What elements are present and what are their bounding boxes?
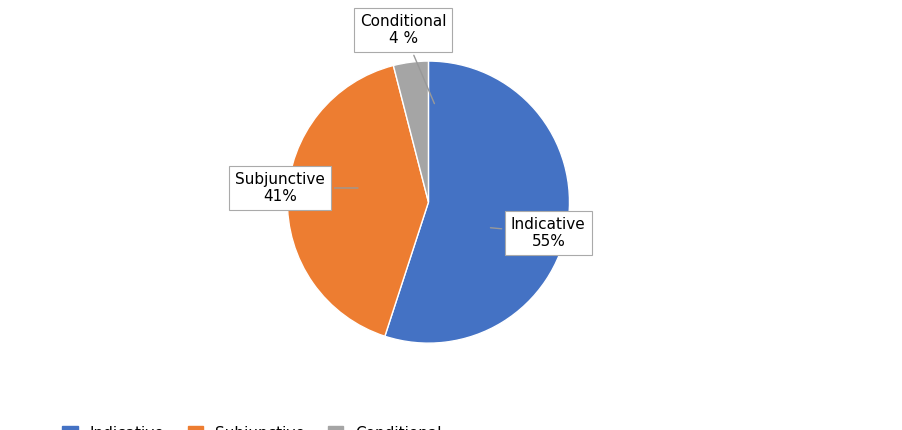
Wedge shape — [393, 61, 428, 202]
Text: Subjunctive
41%: Subjunctive 41% — [235, 172, 358, 204]
Wedge shape — [288, 65, 428, 336]
Wedge shape — [385, 61, 569, 343]
Text: Indicative
55%: Indicative 55% — [491, 217, 585, 249]
Text: Conditional
4 %: Conditional 4 % — [360, 14, 446, 104]
Legend: Indicative, Subjunctive, Conditional: Indicative, Subjunctive, Conditional — [55, 418, 449, 430]
